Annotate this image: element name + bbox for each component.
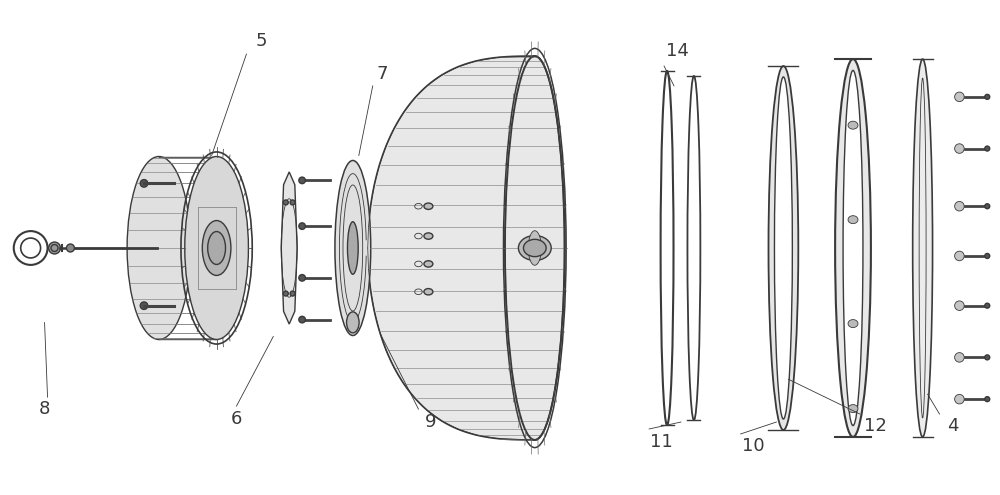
Ellipse shape [985, 303, 990, 308]
Ellipse shape [347, 312, 359, 333]
Ellipse shape [283, 291, 288, 296]
Polygon shape [368, 56, 565, 440]
Ellipse shape [985, 146, 990, 151]
Ellipse shape [848, 320, 858, 328]
Polygon shape [281, 172, 297, 324]
Ellipse shape [299, 223, 305, 229]
Ellipse shape [140, 302, 148, 309]
Text: 9: 9 [425, 413, 436, 431]
Text: 11: 11 [650, 433, 672, 451]
Ellipse shape [140, 180, 148, 187]
Ellipse shape [985, 204, 990, 209]
Ellipse shape [913, 59, 933, 437]
Ellipse shape [523, 240, 546, 256]
Ellipse shape [424, 289, 433, 295]
Ellipse shape [955, 251, 964, 261]
Ellipse shape [985, 396, 990, 401]
Ellipse shape [835, 59, 871, 437]
Ellipse shape [843, 70, 863, 426]
Text: 14: 14 [666, 42, 688, 60]
Ellipse shape [848, 404, 858, 412]
Ellipse shape [955, 92, 964, 101]
Ellipse shape [768, 66, 798, 430]
Text: 4: 4 [947, 417, 958, 435]
Text: 6: 6 [231, 410, 242, 428]
Ellipse shape [202, 221, 231, 275]
Text: 10: 10 [742, 437, 765, 455]
Ellipse shape [424, 233, 433, 239]
Ellipse shape [985, 355, 990, 360]
Ellipse shape [955, 201, 964, 211]
Ellipse shape [208, 232, 226, 264]
Ellipse shape [347, 222, 358, 274]
Ellipse shape [528, 231, 541, 265]
Text: 5: 5 [256, 32, 267, 50]
Ellipse shape [283, 200, 288, 205]
Ellipse shape [955, 144, 964, 153]
Ellipse shape [848, 216, 858, 224]
Ellipse shape [299, 177, 305, 184]
Ellipse shape [985, 95, 990, 99]
Ellipse shape [985, 253, 990, 258]
Ellipse shape [955, 352, 964, 362]
Ellipse shape [518, 236, 551, 260]
Ellipse shape [290, 291, 295, 296]
Ellipse shape [955, 301, 964, 310]
Ellipse shape [49, 242, 60, 254]
Text: 8: 8 [39, 400, 50, 418]
Text: 7: 7 [377, 65, 388, 83]
Ellipse shape [299, 275, 305, 281]
Ellipse shape [774, 77, 792, 419]
Ellipse shape [66, 244, 74, 252]
Ellipse shape [185, 156, 248, 340]
Ellipse shape [955, 395, 964, 404]
Ellipse shape [127, 156, 191, 340]
Ellipse shape [335, 160, 371, 336]
Ellipse shape [424, 203, 433, 209]
Ellipse shape [424, 261, 433, 267]
Ellipse shape [848, 121, 858, 129]
Ellipse shape [290, 200, 295, 205]
Ellipse shape [299, 316, 305, 323]
Text: 12: 12 [864, 417, 887, 435]
